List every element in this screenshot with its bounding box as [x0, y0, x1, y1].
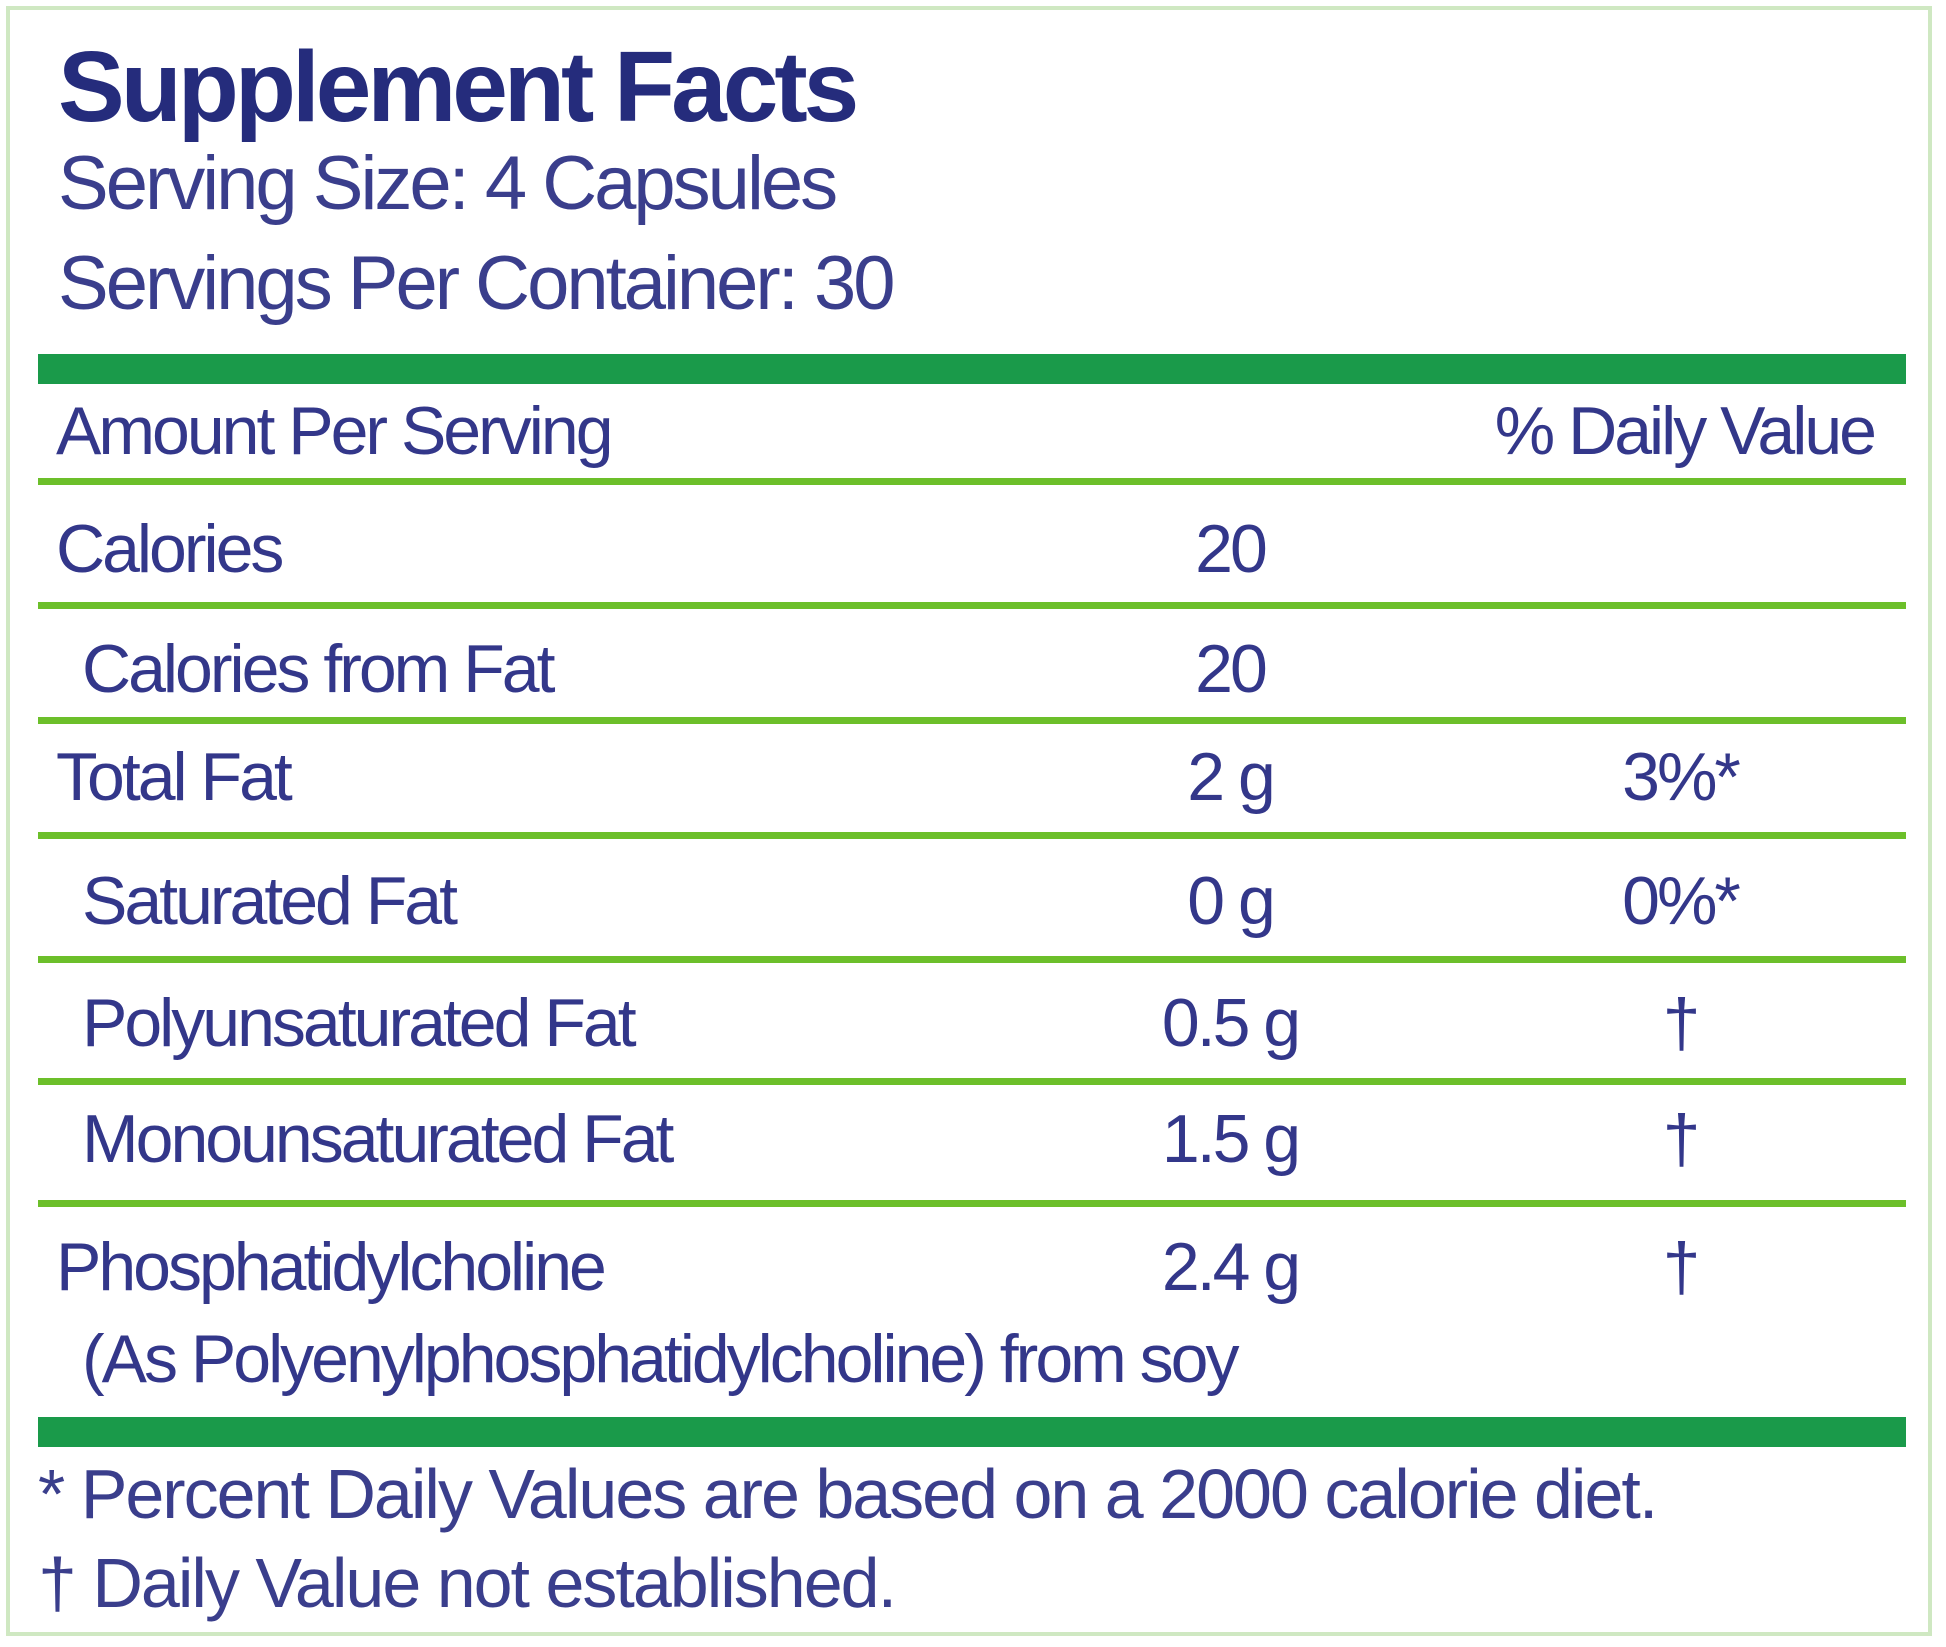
nutrient-dv: † [1662, 1229, 1701, 1305]
footnote-dv-not-established: † Daily Value not established. [38, 1544, 897, 1622]
header-row: Amount Per Serving % Daily Value [0, 392, 1946, 472]
daily-value-label: % Daily Value [1494, 393, 1877, 469]
thin-rule [38, 1200, 1906, 1207]
table-row: Phosphatidylcholine (As Polyenylphosphat… [0, 1228, 1946, 1408]
nutrient-amount: 2.4 g [1161, 1229, 1301, 1305]
thin-rule [38, 956, 1906, 963]
nutrient-amount: 2 g [1187, 739, 1276, 815]
nutrient-amount: 1.5 g [1161, 1101, 1301, 1177]
label-border [6, 6, 1932, 1636]
nutrient-name: Polyunsaturated Fat [82, 985, 637, 1061]
thick-rule-bottom [38, 1417, 1906, 1447]
nutrient-amount: 20 [1195, 511, 1268, 587]
nutrient-dv: 3%* [1622, 739, 1741, 815]
footnote-percent-dv: * Percent Daily Values are based on a 20… [38, 1455, 1658, 1533]
serving-size: Serving Size: 4 Capsules [58, 141, 838, 226]
amount-per-serving-label: Amount Per Serving [56, 393, 614, 469]
table-row: Total Fat 2 g 3%* [0, 738, 1946, 818]
thick-rule-top [38, 354, 1906, 384]
nutrient-name: Calories from Fat [82, 631, 555, 707]
nutrient-amount: 0.5 g [1161, 985, 1301, 1061]
nutrient-name: Total Fat [56, 739, 293, 815]
thin-rule [38, 1078, 1906, 1085]
nutrient-dv: 0%* [1622, 863, 1741, 939]
table-row: Monounsaturated Fat 1.5 g † [0, 1100, 1946, 1180]
nutrient-name: Phosphatidylcholine [56, 1229, 607, 1305]
nutrient-dv: † [1662, 985, 1701, 1061]
servings-per-container: Servings Per Container: 30 [58, 241, 895, 326]
thin-rule [38, 602, 1906, 609]
table-row: Calories 20 [0, 510, 1946, 590]
thin-rule [38, 717, 1906, 724]
nutrient-source: (As Polyenylphosphatidylcholine) from so… [82, 1321, 1239, 1397]
label-title: Supplement Facts [58, 31, 859, 143]
nutrient-name: Saturated Fat [82, 863, 458, 939]
thin-rule [38, 832, 1906, 839]
nutrient-name: Monounsaturated Fat [82, 1101, 674, 1177]
nutrient-amount: 0 g [1187, 863, 1276, 939]
table-row: Calories from Fat 20 [0, 630, 1946, 710]
nutrient-amount: 20 [1195, 631, 1268, 707]
thin-rule [38, 478, 1906, 485]
nutrient-dv: † [1662, 1101, 1701, 1177]
table-row: Polyunsaturated Fat 0.5 g † [0, 984, 1946, 1064]
table-row: Saturated Fat 0 g 0%* [0, 862, 1946, 942]
nutrient-name: Calories [56, 511, 284, 587]
